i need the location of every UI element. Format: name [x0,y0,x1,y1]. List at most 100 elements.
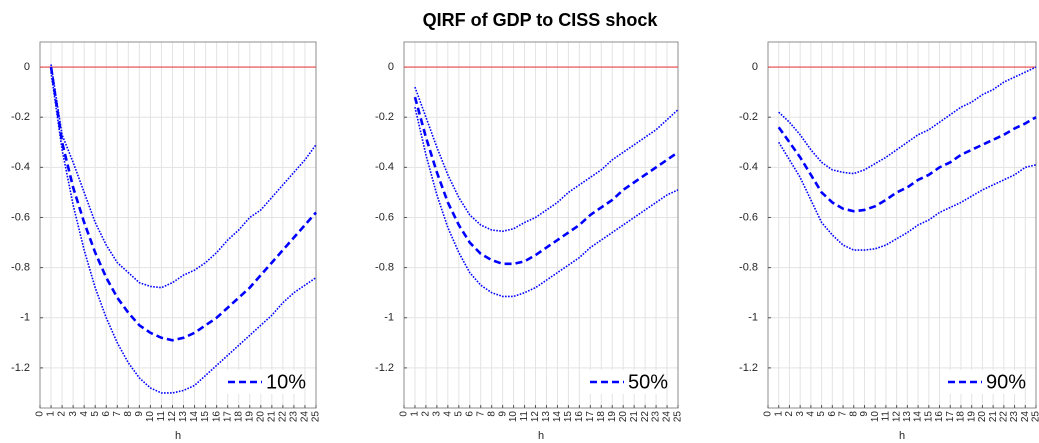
x-tick-label: 12 [530,411,541,423]
x-tick-label: 21 [266,411,277,423]
y-tick-label: -0.4 [375,161,394,173]
x-tick-label: 15 [200,411,211,423]
y-tick-label: -1 [384,312,394,324]
x-tick-label: 23 [1009,411,1020,423]
x-tick-label: 8 [123,411,134,417]
x-tick-label: 1 [773,411,784,417]
x-tick-label: 12 [891,411,902,423]
x-tick-label: 21 [629,411,640,423]
y-tick-label: -0.6 [11,211,30,223]
x-tick-label: 4 [79,411,90,417]
series-line [414,106,679,298]
y-tick-label: 0 [388,61,394,73]
plot-frame [767,41,1037,409]
x-tick-label: 24 [300,411,311,423]
x-tick-label: 17 [222,411,233,423]
x-tick-label: 5 [816,411,827,417]
x-tick-label: 25 [1031,411,1039,423]
y-tick-label: -1.2 [375,362,394,374]
x-tick-label: 10 [870,411,881,423]
x-tick-label: 13 [178,411,189,423]
x-tick-label: 13 [902,411,913,423]
x-tick-label: 3 [795,411,806,417]
x-tick-label: 13 [541,411,552,423]
x-tick-label: 14 [552,411,563,423]
x-tick-label: 0 [399,411,410,417]
x-tick-label: 3 [68,411,79,417]
series-line [413,96,679,266]
legend-background [944,370,1024,394]
y-tick-label: -1 [20,312,30,324]
x-tick-label: 3 [432,411,443,417]
x-tick-label: 7 [112,411,123,417]
x-tick-label: 24 [1020,411,1031,423]
x-tick-label: 9 [859,411,870,417]
y-tick-label: -0.2 [739,111,758,123]
x-tick-label: 16 [574,411,585,423]
y-tick-label: -0.8 [11,262,30,274]
x-tick-label: 14 [913,411,924,423]
x-tick-label: 22 [998,411,1009,423]
x-tick-label: 19 [966,411,977,423]
y-tick-label: -0.6 [375,211,394,223]
x-tick-label: 1 [410,411,421,417]
x-tick-label: 4 [806,411,817,417]
x-tick-label: 1 [46,411,57,417]
x-tick-label: 20 [618,411,629,423]
x-tick-label: 18 [596,411,607,423]
x-tick-label: 5 [453,411,464,417]
x-tick-label: 10 [508,411,519,423]
series-line [777,116,1037,213]
x-tick-label: 12 [167,411,178,423]
x-axis-label: h [175,430,181,442]
y-tick-label: 0 [24,61,30,73]
x-tick-label: 17 [945,411,956,423]
x-axis-label: h [899,430,905,442]
x-tick-label: 18 [956,411,967,423]
y-tick-label: -0.4 [11,161,30,173]
x-tick-label: 19 [244,411,255,423]
x-tick-label: 2 [57,411,68,417]
y-tick-label: -0.6 [739,211,758,223]
series-line [50,71,317,394]
x-tick-label: 23 [289,411,300,423]
x-tick-label: 20 [255,411,266,423]
y-tick-label: -1.2 [739,362,758,374]
x-tick-label: 6 [101,411,112,417]
x-tick-label: 11 [519,411,530,422]
x-tick-label: 20 [977,411,988,423]
x-tick-label: 6 [464,411,475,417]
x-tick-label: 25 [673,411,684,423]
x-tick-label: 15 [923,411,934,423]
x-tick-label: 22 [278,411,289,423]
series-line [50,64,317,289]
legend-background [224,370,304,394]
x-axis-label: h [538,430,544,442]
series-line [778,66,1037,175]
plot-frame [403,41,679,409]
x-tick-label: 23 [651,411,662,423]
y-tick-label: -0.4 [739,161,758,173]
x-tick-label: 10 [145,411,156,423]
x-tick-label: 16 [934,411,945,423]
x-tick-label: 2 [421,411,432,417]
y-tick-label: 0 [752,61,758,73]
x-tick-label: 8 [486,411,497,417]
x-tick-label: 16 [211,411,222,423]
legend-label: 90% [986,371,1026,393]
legend-background [586,370,666,394]
x-tick-label: 4 [442,411,453,417]
x-tick-label: 5 [90,411,101,417]
x-tick-label: 11 [881,411,892,422]
series-line [778,141,1037,251]
figure-title: QIRF of GDP to CISS shock [423,10,659,30]
x-tick-label: 18 [233,411,244,423]
y-tick-label: -0.8 [375,262,394,274]
series-line [49,66,317,342]
legend-label: 50% [628,371,668,393]
x-tick-label: 8 [848,411,859,417]
plot-frame [39,41,317,409]
x-tick-label: 22 [640,411,651,423]
x-tick-label: 15 [563,411,574,423]
